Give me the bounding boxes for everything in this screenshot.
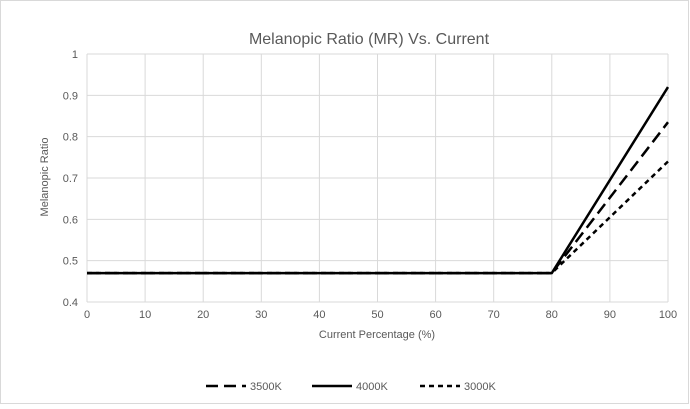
chart-title: Melanopic Ratio (MR) Vs. Current bbox=[249, 31, 490, 48]
x-tick-label: 20 bbox=[197, 309, 209, 321]
x-tick-label: 80 bbox=[546, 309, 558, 321]
y-axis-label: Melanopic Ratio bbox=[39, 138, 51, 217]
x-tick-label: 30 bbox=[255, 309, 267, 321]
y-tick-label: 0.9 bbox=[63, 90, 78, 102]
x-tick-label: 100 bbox=[659, 309, 677, 321]
x-tick-label: 0 bbox=[84, 309, 90, 321]
x-axis-label: Current Percentage (%) bbox=[319, 329, 435, 341]
y-tick-label: 0.6 bbox=[63, 214, 78, 226]
y-tick-label: 0.8 bbox=[63, 132, 78, 144]
x-tick-label: 40 bbox=[313, 309, 325, 321]
legend-label-3000K: 3000K bbox=[464, 381, 496, 393]
x-tick-label: 10 bbox=[139, 309, 151, 321]
x-tick-label: 90 bbox=[604, 309, 616, 321]
y-tick-label: 0.5 bbox=[63, 256, 78, 268]
x-tick-label: 70 bbox=[488, 309, 500, 321]
legend-label-4000K: 4000K bbox=[356, 381, 388, 393]
x-axis-ticks: 0 10 20 30 40 50 60 70 80 90 100 bbox=[84, 309, 677, 321]
legend-label-3500K: 3500K bbox=[250, 381, 282, 393]
y-tick-label: 1 bbox=[72, 49, 78, 61]
y-tick-label: 0.4 bbox=[63, 297, 78, 309]
x-tick-label: 50 bbox=[371, 309, 383, 321]
legend: 3500K 4000K 3000K bbox=[206, 381, 496, 393]
series-lines bbox=[87, 86, 670, 275]
y-axis-ticks: 0.4 0.5 0.6 0.7 0.8 0.9 1 bbox=[63, 49, 78, 309]
x-tick-label: 60 bbox=[429, 309, 441, 321]
series-line-3000K bbox=[87, 160, 669, 275]
grid bbox=[86, 53, 669, 303]
y-tick-label: 0.7 bbox=[63, 173, 78, 185]
